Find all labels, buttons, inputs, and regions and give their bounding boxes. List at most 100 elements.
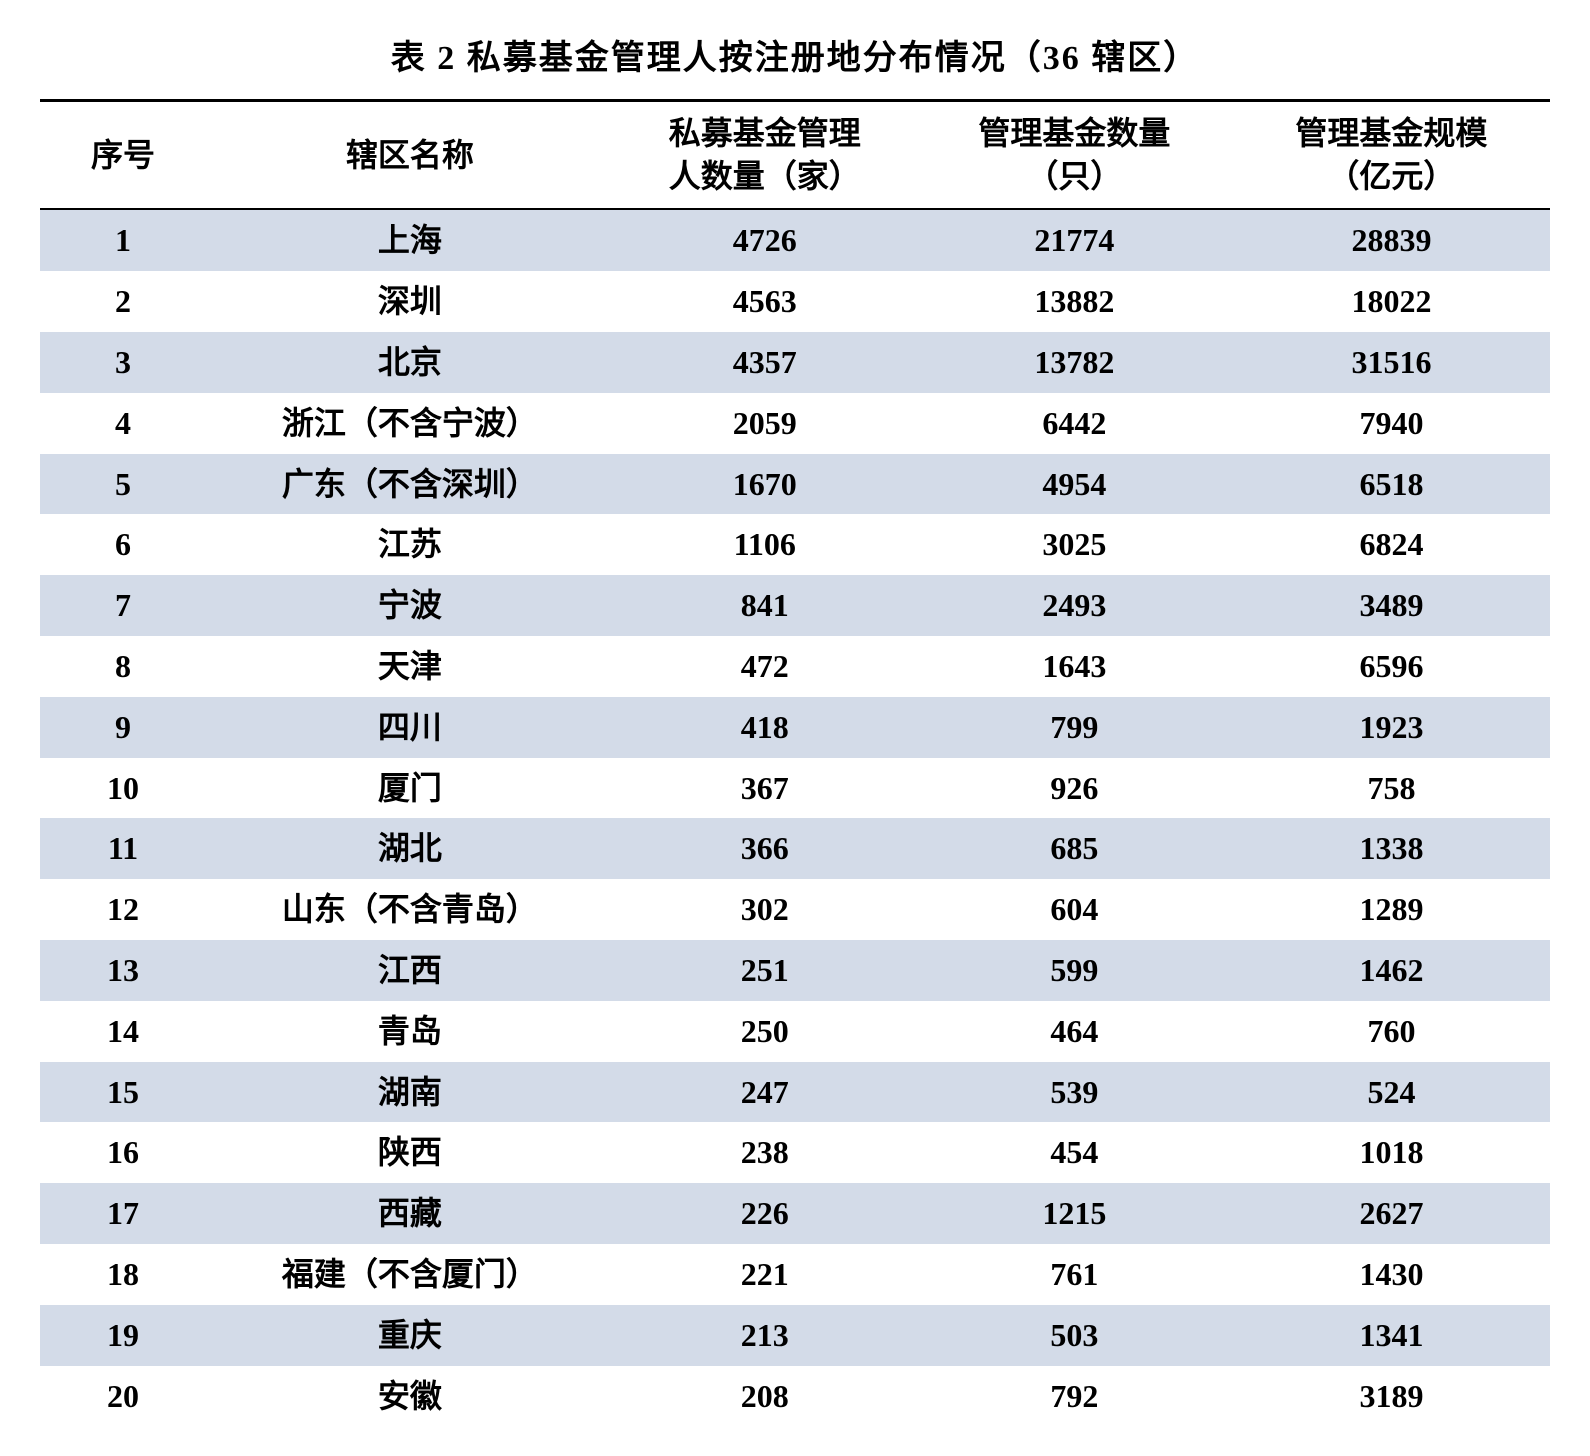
cell-region: 天津 [206, 636, 614, 697]
cell-aum: 760 [1233, 1001, 1550, 1062]
table-row: 7宁波84124933489 [40, 575, 1550, 636]
cell-index: 16 [40, 1122, 206, 1183]
col-managers-l2: 人数量（家） [669, 158, 861, 194]
cell-index: 1 [40, 209, 206, 271]
col-aum-l2: （亿元） [1327, 158, 1455, 194]
cell-fundcount: 503 [916, 1305, 1233, 1366]
cell-index: 13 [40, 940, 206, 1001]
cell-index: 6 [40, 514, 206, 575]
cell-fundcount: 604 [916, 879, 1233, 940]
cell-managers: 4357 [614, 332, 916, 393]
cell-region: 上海 [206, 209, 614, 271]
cell-fundcount: 792 [916, 1366, 1233, 1427]
cell-region: 山东（不含青岛） [206, 879, 614, 940]
cell-region: 宁波 [206, 575, 614, 636]
col-managers: 私募基金管理 人数量（家） [614, 101, 916, 210]
table-row: 3北京43571378231516 [40, 332, 1550, 393]
cell-region: 江苏 [206, 514, 614, 575]
cell-managers: 472 [614, 636, 916, 697]
cell-managers: 1106 [614, 514, 916, 575]
table-row: 5广东（不含深圳）167049546518 [40, 454, 1550, 515]
cell-index: 2 [40, 271, 206, 332]
col-fundcount-l2: （只） [1026, 158, 1122, 194]
table-row: 16陕西2384541018 [40, 1122, 1550, 1183]
cell-index: 9 [40, 697, 206, 758]
cell-aum: 1462 [1233, 940, 1550, 1001]
cell-aum: 3189 [1233, 1366, 1550, 1427]
cell-fundcount: 6442 [916, 393, 1233, 454]
cell-index: 4 [40, 393, 206, 454]
cell-managers: 4726 [614, 209, 916, 271]
cell-aum: 1430 [1233, 1244, 1550, 1305]
cell-fundcount: 2493 [916, 575, 1233, 636]
cell-index: 18 [40, 1244, 206, 1305]
cell-region: 北京 [206, 332, 614, 393]
cell-aum: 18022 [1233, 271, 1550, 332]
cell-managers: 366 [614, 818, 916, 879]
cell-index: 10 [40, 758, 206, 819]
cell-managers: 238 [614, 1122, 916, 1183]
cell-managers: 4563 [614, 271, 916, 332]
cell-fundcount: 21774 [916, 209, 1233, 271]
cell-aum: 1289 [1233, 879, 1550, 940]
cell-region: 青岛 [206, 1001, 614, 1062]
table-header-row: 序号 辖区名称 私募基金管理 人数量（家） 管理基金数量 （只） 管理基金规模 … [40, 101, 1550, 210]
cell-aum: 6518 [1233, 454, 1550, 515]
cell-region: 安徽 [206, 1366, 614, 1427]
cell-managers: 302 [614, 879, 916, 940]
cell-aum: 2627 [1233, 1183, 1550, 1244]
cell-fundcount: 926 [916, 758, 1233, 819]
cell-managers: 841 [614, 575, 916, 636]
cell-region: 浙江（不含宁波） [206, 393, 614, 454]
cell-index: 15 [40, 1062, 206, 1123]
cell-region: 深圳 [206, 271, 614, 332]
cell-fundcount: 1215 [916, 1183, 1233, 1244]
distribution-table: 序号 辖区名称 私募基金管理 人数量（家） 管理基金数量 （只） 管理基金规模 … [40, 99, 1550, 1426]
col-managers-l1: 私募基金管理 [669, 115, 861, 151]
cell-aum: 524 [1233, 1062, 1550, 1123]
cell-fundcount: 454 [916, 1122, 1233, 1183]
table-row: 15湖南247539524 [40, 1062, 1550, 1123]
cell-managers: 2059 [614, 393, 916, 454]
cell-index: 8 [40, 636, 206, 697]
cell-index: 20 [40, 1366, 206, 1427]
cell-region: 陕西 [206, 1122, 614, 1183]
table-row: 6江苏110630256824 [40, 514, 1550, 575]
cell-managers: 251 [614, 940, 916, 1001]
cell-fundcount: 13882 [916, 271, 1233, 332]
table-row: 1上海47262177428839 [40, 209, 1550, 271]
cell-fundcount: 1643 [916, 636, 1233, 697]
cell-managers: 213 [614, 1305, 916, 1366]
table-row: 19重庆2135031341 [40, 1305, 1550, 1366]
cell-index: 19 [40, 1305, 206, 1366]
cell-region: 湖南 [206, 1062, 614, 1123]
table-row: 20安徽2087923189 [40, 1366, 1550, 1427]
cell-index: 12 [40, 879, 206, 940]
table-row: 4浙江（不含宁波）205964427940 [40, 393, 1550, 454]
table-body: 1上海472621774288392深圳456313882180223北京435… [40, 209, 1550, 1426]
cell-aum: 6824 [1233, 514, 1550, 575]
cell-region: 广东（不含深圳） [206, 454, 614, 515]
cell-aum: 6596 [1233, 636, 1550, 697]
table-row: 9四川4187991923 [40, 697, 1550, 758]
cell-fundcount: 599 [916, 940, 1233, 1001]
cell-managers: 226 [614, 1183, 916, 1244]
cell-managers: 208 [614, 1366, 916, 1427]
cell-aum: 1018 [1233, 1122, 1550, 1183]
table-row: 11湖北3666851338 [40, 818, 1550, 879]
cell-managers: 418 [614, 697, 916, 758]
cell-aum: 28839 [1233, 209, 1550, 271]
cell-aum: 1341 [1233, 1305, 1550, 1366]
table-row: 18福建（不含厦门）2217611430 [40, 1244, 1550, 1305]
cell-managers: 247 [614, 1062, 916, 1123]
col-fundcount-l1: 管理基金数量 [978, 115, 1170, 151]
col-index: 序号 [40, 101, 206, 210]
table-row: 14青岛250464760 [40, 1001, 1550, 1062]
cell-fundcount: 685 [916, 818, 1233, 879]
cell-fundcount: 799 [916, 697, 1233, 758]
table-title: 表 2 私募基金管理人按注册地分布情况（36 辖区） [40, 30, 1550, 79]
cell-region: 厦门 [206, 758, 614, 819]
cell-managers: 367 [614, 758, 916, 819]
cell-aum: 758 [1233, 758, 1550, 819]
cell-fundcount: 3025 [916, 514, 1233, 575]
